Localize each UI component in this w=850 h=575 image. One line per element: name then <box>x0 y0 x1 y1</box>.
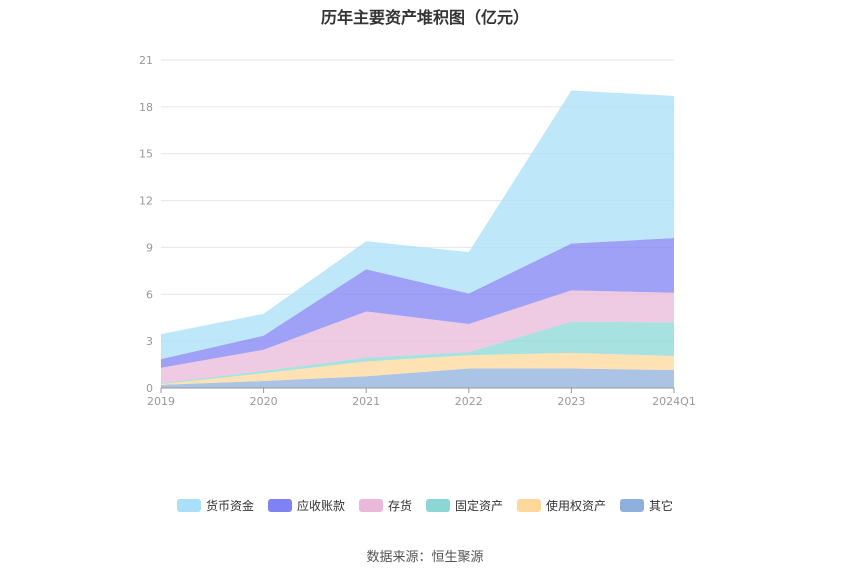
x-tick-label: 2019 <box>147 395 175 408</box>
y-tick-label: 9 <box>146 241 153 254</box>
chart-title: 历年主要资产堆积图（亿元） <box>320 8 529 27</box>
legend-label: 应收账款 <box>296 499 345 513</box>
area-series-存货 <box>161 290 674 384</box>
x-tick-label: 2020 <box>250 395 278 408</box>
legend-item-存货[interactable]: 存货 <box>358 497 412 514</box>
legend-item-其它[interactable]: 其它 <box>620 497 673 514</box>
legend-swatch <box>426 499 450 512</box>
x-tick-label: 2022 <box>455 395 483 408</box>
area-series-layer <box>161 90 674 388</box>
axes: 0 3 6 9 12 15 18 21 2019 2020 2021 2022 2023 2024Q1 <box>139 54 696 408</box>
legend-item-货币资金[interactable]: 货币资金 <box>176 497 254 514</box>
y-tick-label: 0 <box>146 382 153 395</box>
legend-item-使用权资产[interactable]: 使用权资产 <box>517 497 606 514</box>
x-tick-label: 2023 <box>557 395 585 408</box>
y-tick-label: 12 <box>139 195 153 208</box>
legend-label: 其它 <box>649 499 674 513</box>
data-source: 数据来源：恒生聚源 <box>366 550 484 565</box>
legend-label: 使用权资产 <box>546 499 607 513</box>
legend-swatch <box>176 499 201 512</box>
x-tick-label: 2021 <box>352 395 380 408</box>
legend-swatch <box>267 499 292 512</box>
legend: 货币资金 应收账款 存货 固定资产 使用权资产 其它 <box>0 497 850 514</box>
legend-swatch <box>517 499 542 512</box>
y-tick-label: 3 <box>146 335 153 348</box>
legend-item-应收账款[interactable]: 应收账款 <box>267 497 345 514</box>
legend-swatch <box>358 499 383 512</box>
legend-swatch <box>620 499 645 512</box>
y-tick-label: 18 <box>139 101 153 114</box>
y-tick-label: 6 <box>146 288 153 301</box>
area-series-固定资产 <box>161 321 674 385</box>
y-tick-label: 15 <box>139 148 153 161</box>
legend-label: 货币资金 <box>205 499 254 513</box>
y-tick-label: 21 <box>139 54 153 67</box>
legend-label: 存货 <box>387 499 412 513</box>
legend-label: 固定资产 <box>455 499 504 513</box>
legend-item-固定资产[interactable]: 固定资产 <box>426 497 503 514</box>
area-series-应收账款 <box>161 238 674 368</box>
area-series-使用权资产 <box>161 352 674 385</box>
area-series-其它 <box>161 368 674 388</box>
x-tick-label: 2024Q1 <box>652 395 696 408</box>
area-series-货币资金 <box>161 90 674 360</box>
